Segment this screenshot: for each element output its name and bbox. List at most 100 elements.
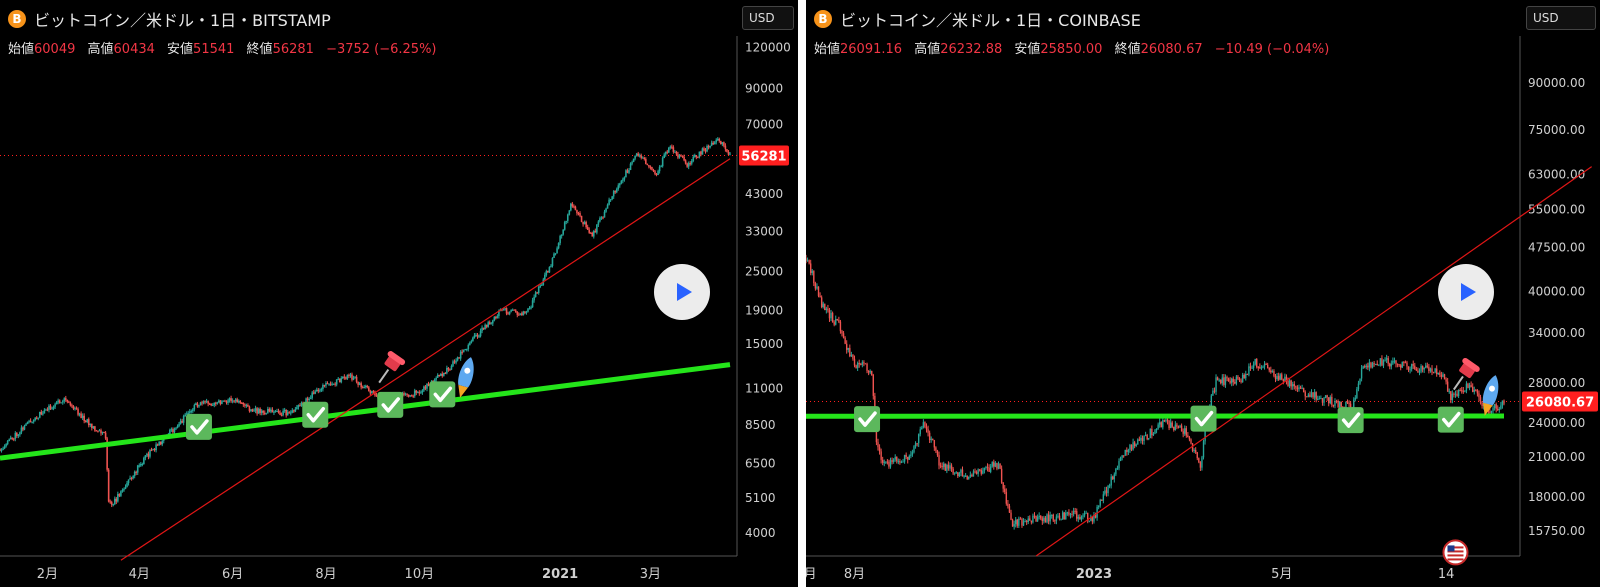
currency-button[interactable]: USD	[1526, 6, 1596, 30]
candle-body	[427, 383, 430, 386]
candle-body	[849, 348, 851, 357]
candle-body	[1137, 439, 1139, 445]
candle-body	[1367, 365, 1369, 368]
candle-body	[6, 441, 9, 445]
candle-body	[910, 454, 912, 456]
candle-body	[1033, 515, 1036, 517]
candle-body	[675, 151, 678, 155]
candle-body	[700, 151, 702, 155]
candle-body	[1443, 374, 1446, 380]
candle-body	[1044, 517, 1047, 523]
candle-body	[1396, 363, 1399, 365]
candle-body	[1232, 378, 1234, 382]
candle-body	[1382, 360, 1385, 366]
candle-body	[530, 307, 532, 309]
candlestick-chart-coinbase[interactable]: 90000.00 75000.00 63000.00 55000.00 47500.00…	[806, 0, 1600, 587]
candle-body	[839, 321, 842, 332]
chart-panel-coinbase[interactable]: 90000.00 75000.00 63000.00 55000.00 47500.00…	[806, 0, 1600, 587]
candle-body	[1169, 422, 1172, 429]
candle-body	[1288, 380, 1291, 387]
symbol-header[interactable]: B ビットコイン／米ドル・1日・COINBASE	[814, 8, 1141, 30]
candle-body	[577, 213, 580, 215]
candle-body	[589, 232, 592, 234]
candle-body	[1401, 361, 1403, 368]
trend-line[interactable]	[1035, 166, 1592, 557]
candle-body	[1395, 360, 1397, 364]
candle-body	[982, 470, 984, 474]
candle-body	[1193, 450, 1195, 452]
candle-body	[1418, 371, 1421, 373]
candle-body	[964, 475, 967, 477]
candle-body	[985, 467, 987, 469]
candle-body	[1298, 387, 1300, 390]
candle-body	[423, 386, 425, 391]
candle-body	[322, 385, 324, 390]
candle-body	[153, 448, 156, 451]
candle-body	[1357, 383, 1360, 390]
close-value: 56281	[272, 42, 314, 57]
candle-body	[1321, 398, 1324, 403]
candle-body	[877, 442, 879, 448]
candle-body	[1102, 494, 1105, 501]
candle-body	[155, 444, 157, 451]
candle-body	[29, 420, 32, 423]
candlestick-chart-bitstamp[interactable]: 120000 90000 70000 43000 33000 25000 19000 1500…	[0, 0, 798, 587]
candle-body	[1318, 398, 1321, 400]
candle-body	[1392, 360, 1394, 364]
candle-body	[1279, 374, 1281, 380]
candle-body	[285, 409, 287, 416]
trend-line[interactable]	[120, 158, 731, 561]
candle-body	[472, 337, 474, 342]
candle-body	[933, 440, 936, 448]
candle-body	[1010, 512, 1012, 520]
candle-body	[628, 169, 630, 173]
low-value: 51541	[193, 42, 235, 57]
chart-panel-bitstamp[interactable]: 120000 90000 70000 43000 33000 25000 19000 1500…	[0, 0, 798, 587]
candle-body	[1226, 377, 1228, 379]
candle-body	[314, 391, 317, 394]
candle-body	[883, 461, 885, 463]
price-tick-label: 11000	[745, 381, 783, 395]
symbol-header[interactable]: B ビットコイン／米ドル・1日・BITSTAMP	[8, 8, 331, 30]
candle-body	[729, 153, 731, 155]
checkmark-badge	[377, 391, 404, 418]
candle-body	[540, 284, 543, 286]
candle-body	[196, 403, 199, 407]
candle-body	[436, 375, 439, 378]
candle-body	[1295, 386, 1297, 388]
candle-body	[1213, 390, 1216, 392]
candle-body	[1220, 379, 1222, 384]
candle-body	[599, 218, 601, 222]
candle-body	[1051, 514, 1053, 516]
candle-body	[822, 303, 824, 308]
candle-body	[68, 401, 70, 403]
candle-body	[664, 151, 667, 155]
candle-body	[579, 213, 581, 216]
candle-body	[1246, 374, 1249, 376]
support-line[interactable]	[0, 362, 731, 461]
candle-body	[1201, 457, 1203, 468]
candle-body	[42, 413, 44, 415]
candle-body	[173, 428, 176, 433]
currency-button[interactable]: USD	[742, 6, 794, 30]
candle-body	[905, 454, 907, 457]
close-label: 終値	[1114, 42, 1141, 57]
candle-body	[557, 243, 560, 249]
play-button[interactable]	[1438, 264, 1494, 320]
candle-body	[958, 472, 961, 476]
candle-body	[184, 414, 186, 417]
time-tick-label: 3月	[640, 567, 661, 582]
play-button[interactable]	[654, 264, 710, 320]
candle-body	[712, 142, 714, 145]
candle-body	[574, 206, 577, 211]
candle-body	[202, 401, 205, 404]
candle-body	[1373, 363, 1375, 365]
candle-body	[1011, 519, 1014, 527]
candle-body	[658, 166, 661, 172]
candle-body	[1116, 468, 1119, 470]
candle-body	[1127, 449, 1130, 453]
candle-body	[1420, 365, 1422, 372]
candle-body	[35, 417, 38, 419]
time-tick-label: 8月	[844, 567, 865, 582]
candle-body	[175, 427, 177, 429]
